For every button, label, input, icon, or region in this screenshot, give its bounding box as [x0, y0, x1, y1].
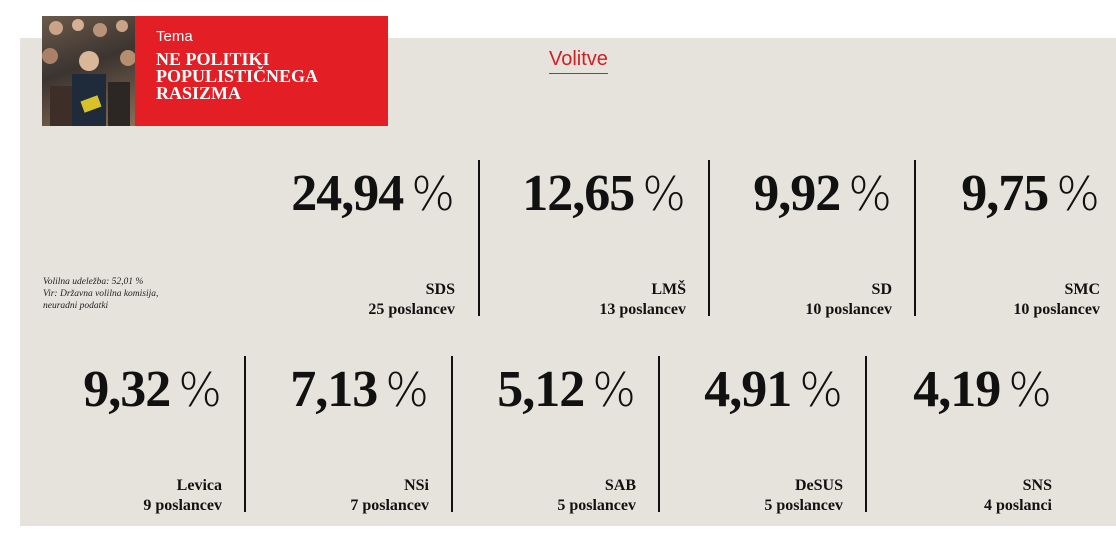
percent-value: 4,91 — [704, 361, 792, 418]
seat-count: 25 poslancev — [368, 301, 455, 318]
seat-count: 13 poslancev — [599, 301, 686, 318]
percent-value: 9,32 — [83, 361, 171, 418]
result-card: 4,19% SNS 4 poslanci — [877, 356, 1052, 516]
percent-value: 9,75 — [961, 165, 1049, 222]
seat-count: 10 poslancev — [1013, 301, 1100, 318]
party-name: SNS — [1022, 477, 1052, 494]
percent-sign: % — [799, 363, 843, 417]
percent-value: 7,13 — [290, 361, 378, 418]
tema-label: Tema — [156, 28, 193, 45]
party-name: SD — [871, 281, 892, 298]
seat-count: 9 poslancev — [143, 497, 222, 514]
party-name: SAB — [604, 477, 636, 494]
seat-count: 5 poslancev — [557, 497, 636, 514]
percent-sign: % — [178, 363, 222, 417]
column-divider — [865, 356, 867, 512]
turnout-note: Volilna udeležba: 52,01 % — [43, 277, 144, 287]
topic-title[interactable]: NE POLITIKI POPULISTIČNEGA RASIZMA — [156, 49, 318, 103]
topic-card[interactable]: Tema NE POLITIKI POPULISTIČNEGA RASIZMA — [42, 16, 388, 126]
seat-count: 10 poslancev — [805, 301, 892, 318]
party-name: DeSUS — [794, 477, 843, 494]
party-name: SDS — [425, 281, 455, 298]
party-name: NSi — [404, 477, 429, 494]
result-card: 9,32% Levica 9 poslancev — [40, 356, 222, 516]
column-divider — [451, 356, 453, 512]
column-divider — [914, 160, 916, 316]
percent-sign: % — [848, 167, 892, 221]
source-note: Vir: Državna volilna komisija, neuradni … — [43, 289, 159, 311]
percent-sign: % — [385, 363, 429, 417]
column-divider — [658, 356, 660, 512]
percent-sign: % — [411, 167, 455, 221]
percent-value: 4,19 — [913, 361, 1001, 418]
result-card: 12,65% LMŠ 13 poslancev — [490, 160, 686, 320]
result-card: 9,75% SMC 10 poslancev — [926, 160, 1100, 320]
column-divider — [708, 160, 710, 316]
topic-photo — [42, 16, 135, 126]
seat-count: 4 poslanci — [983, 497, 1052, 514]
percent-value: 9,92 — [753, 165, 841, 222]
column-divider — [478, 160, 480, 316]
percent-sign: % — [1056, 167, 1100, 221]
source-notes: Volilna udeležba: 52,01 % Vir: Državna v… — [43, 276, 193, 312]
seat-count: 7 poslancev — [350, 497, 429, 514]
column-divider — [244, 356, 246, 512]
result-card: 5,12% SAB 5 poslancev — [463, 356, 636, 516]
percent-value: 24,94 — [291, 165, 404, 222]
seat-count: 5 poslancev — [764, 497, 843, 514]
section-label[interactable]: Volitve — [549, 48, 608, 74]
result-card: 4,91% DeSUS 5 poslancev — [670, 356, 843, 516]
party-name: SMC — [1064, 281, 1100, 298]
result-card: 7,13% NSi 7 poslancev — [256, 356, 429, 516]
result-card: 24,94% SDS 25 poslancev — [240, 160, 455, 320]
percent-sign: % — [592, 363, 636, 417]
percent-sign: % — [642, 167, 686, 221]
party-name: LMŠ — [651, 281, 686, 298]
percent-value: 5,12 — [497, 361, 585, 418]
percent-sign: % — [1008, 363, 1052, 417]
result-card: 9,92% SD 10 poslancev — [720, 160, 892, 320]
percent-value: 12,65 — [522, 165, 635, 222]
party-name: Levica — [176, 477, 222, 494]
